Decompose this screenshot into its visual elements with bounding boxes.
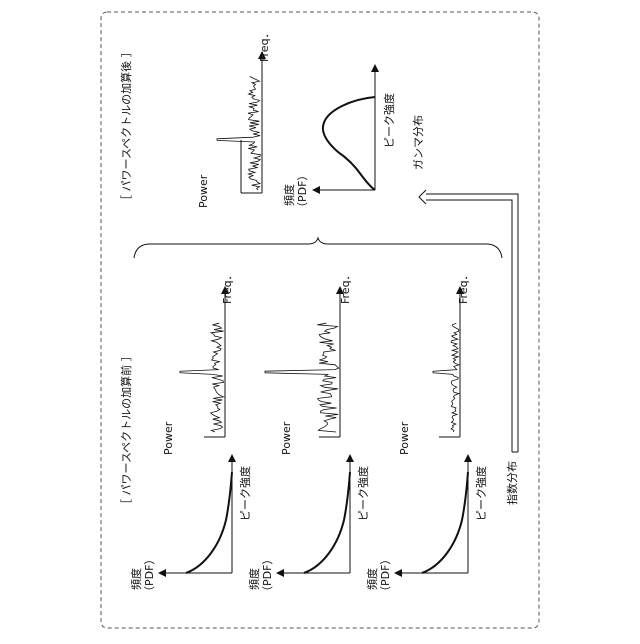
- row2-power-label: Power: [280, 421, 293, 455]
- row-3: Power Freq． 頻度 （PDF） ピーク強度: [365, 269, 488, 597]
- row1-freq-dist-label: 頻度: [129, 568, 143, 590]
- row1-pdf-label: （PDF）: [143, 554, 156, 597]
- summed-power-label: Power: [197, 174, 210, 208]
- gamma-curve: [323, 97, 375, 190]
- row2-freq-label: Freq．: [339, 269, 352, 304]
- gamma-pdf-label: （PDF）: [296, 170, 309, 213]
- row1-freq-label: Freq．: [221, 269, 234, 304]
- summed-group: Power Freq． 頻度 （PDF） ピーク強度: [197, 27, 396, 213]
- row-2: Power Freq． 頻度 （PDF） ピーク強度: [247, 269, 370, 597]
- transform-arrow: [419, 190, 518, 452]
- summed-spectrum-trace: [217, 76, 261, 190]
- row3-freq-dist-label: 頻度: [365, 568, 379, 590]
- before-section-label: ［ パワースペクトルの加算前 ］: [119, 350, 133, 510]
- exponential-label: 指数分布: [505, 461, 519, 505]
- row2-exp-curve: [304, 472, 350, 573]
- outer-dashed-frame: [101, 12, 539, 628]
- row3-freq-label: Freq．: [457, 269, 470, 304]
- row3-exp-curve: [422, 472, 468, 573]
- row3-peak-label: ピーク強度: [474, 466, 488, 521]
- gamma-peak-label: ピーク強度: [382, 93, 396, 148]
- after-section-label: ［ パワースペクトルの加算後 ］: [119, 46, 133, 206]
- grouping-brace: [134, 238, 502, 258]
- row2-spectrum-trace: [265, 323, 339, 432]
- row3-spectrum-trace: [433, 323, 459, 432]
- row1-spectrum-trace: [180, 323, 224, 432]
- summed-freq-label: Freq．: [258, 27, 271, 62]
- row3-pdf-label: （PDF）: [379, 554, 392, 597]
- row-1: Power Freq． 頻度 （PDF） ピーク強度: [129, 269, 252, 597]
- row1-peak-label: ピーク強度: [238, 466, 252, 521]
- row1-power-label: Power: [162, 421, 175, 455]
- row1-exp-curve: [186, 472, 232, 573]
- row3-power-label: Power: [398, 421, 411, 455]
- row2-freq-dist-label: 頻度: [247, 568, 261, 590]
- gamma-label: ガンマ分布: [412, 115, 425, 170]
- row2-peak-label: ピーク強度: [356, 466, 370, 521]
- gamma-freq-label: 頻度: [282, 184, 296, 206]
- row2-pdf-label: （PDF）: [261, 554, 274, 597]
